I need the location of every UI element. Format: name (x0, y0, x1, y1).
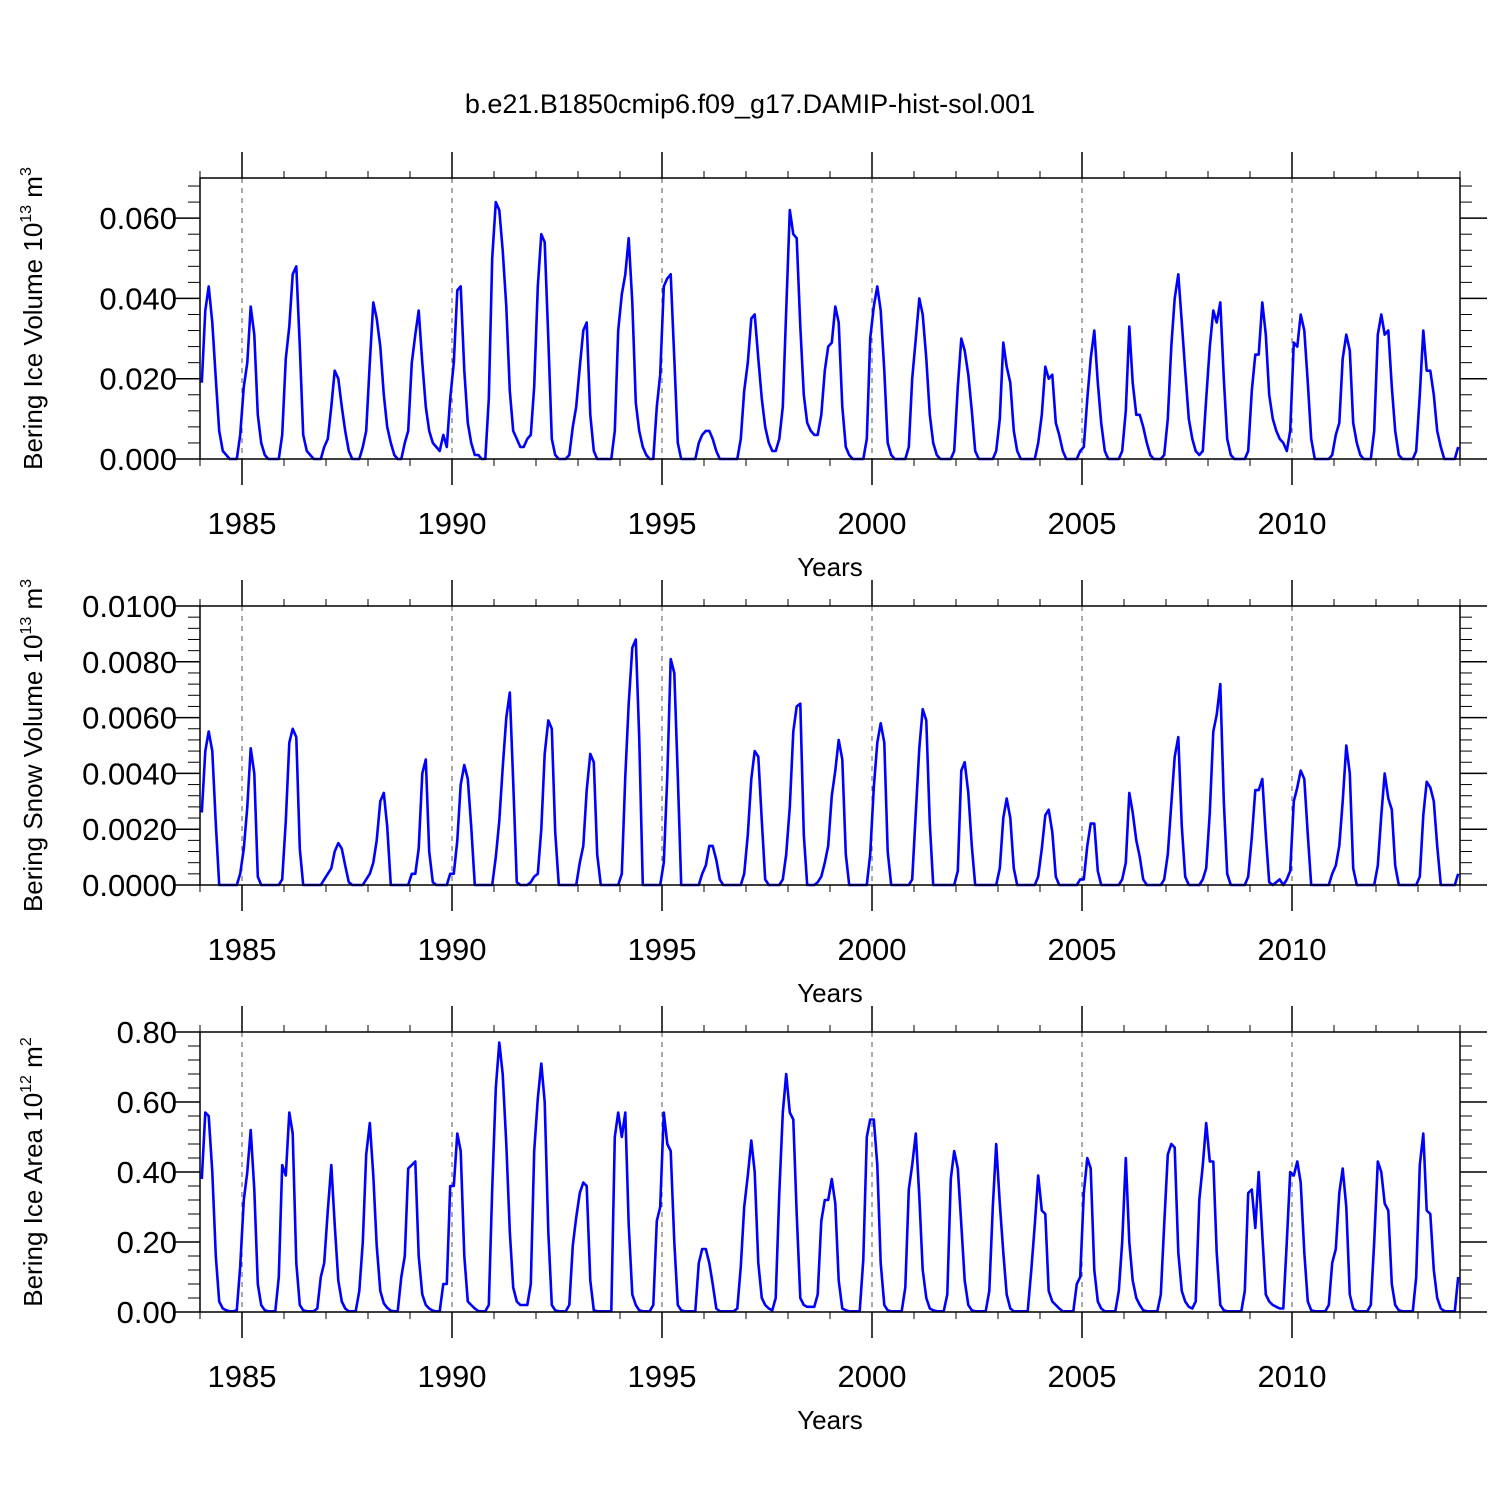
y-tick-label: 0.0100 (82, 589, 177, 624)
x-tick-label: 2000 (838, 932, 907, 967)
y-tick-label: 0.60 (117, 1085, 177, 1120)
x-tick-label: 1985 (208, 1359, 277, 1394)
x-tick-label: 1985 (208, 506, 277, 541)
y-tick-label: 0.40 (117, 1155, 177, 1190)
x-axis-label: Years (797, 552, 863, 582)
y-tick-label: 0.0040 (82, 756, 177, 791)
y-tick-label: 0.000 (99, 442, 177, 477)
x-tick-label: 1990 (418, 506, 487, 541)
y-tick-label: 0.20 (117, 1225, 177, 1260)
x-tick-label: 2010 (1258, 932, 1327, 967)
x-tick-label: 2010 (1258, 1359, 1327, 1394)
y-tick-label: 0.0020 (82, 812, 177, 847)
x-tick-label: 1990 (418, 932, 487, 967)
y-tick-label: 0.80 (117, 1015, 177, 1050)
plot-frame (199, 605, 1461, 886)
y-tick-label: 0.040 (99, 281, 177, 316)
y-tick-label: 0.0080 (82, 645, 177, 680)
y-axis-label: Bering Ice Area 1012 m2 (18, 1037, 48, 1307)
x-axis-label: Years (797, 1405, 863, 1435)
panel-ice-area: 1985 1990 1995 2000 2005 2010 0.00 0.20 0.40 0.60… (18, 1006, 1487, 1435)
x-tick-label: 2010 (1258, 506, 1327, 541)
x-tick-label: 2005 (1048, 1359, 1117, 1394)
y-tick-label: 0.00 (117, 1295, 177, 1330)
y-tick-label: 0.0000 (82, 868, 177, 903)
x-tick-label: 1990 (418, 1359, 487, 1394)
x-tick-label: 2005 (1048, 506, 1117, 541)
y-tick-label: 0.060 (99, 201, 177, 236)
series-line-ice-volume (200, 200, 1460, 461)
y-tick-label: 0.020 (99, 362, 177, 397)
y-tick-label: 0.0060 (82, 701, 177, 736)
x-tick-label: 2000 (838, 506, 907, 541)
x-tick-label: 2005 (1048, 932, 1117, 967)
x-tick-label: 1995 (628, 1359, 697, 1394)
chart-title: b.e21.B1850cmip6.f09_g17.DAMIP-hist-sol.… (465, 89, 1035, 119)
panel-snow-volume: 1985 1990 1995 2000 2005 2010 0.0000 0.0020 0.00… (18, 579, 1487, 1008)
plot-frame (199, 177, 1461, 460)
x-tick-label: 1985 (208, 932, 277, 967)
series-line-ice-area (200, 1041, 1460, 1313)
x-axis-label: Years (797, 978, 863, 1008)
plot-frame (199, 1031, 1461, 1313)
y-axis-label: Bering Snow Volume 1013 m3 (18, 579, 48, 912)
x-tick-label: 1995 (628, 506, 697, 541)
panel-ice-volume: 1985 1990 1995 2000 2005 2010 0.000 0.020 0.040 0… (18, 152, 1487, 582)
y-axis-label: Bering Ice Volume 1013 m3 (18, 167, 48, 470)
series-line-snow-volume (200, 638, 1460, 887)
x-tick-label: 2000 (838, 1359, 907, 1394)
x-tick-label: 1995 (628, 932, 697, 967)
